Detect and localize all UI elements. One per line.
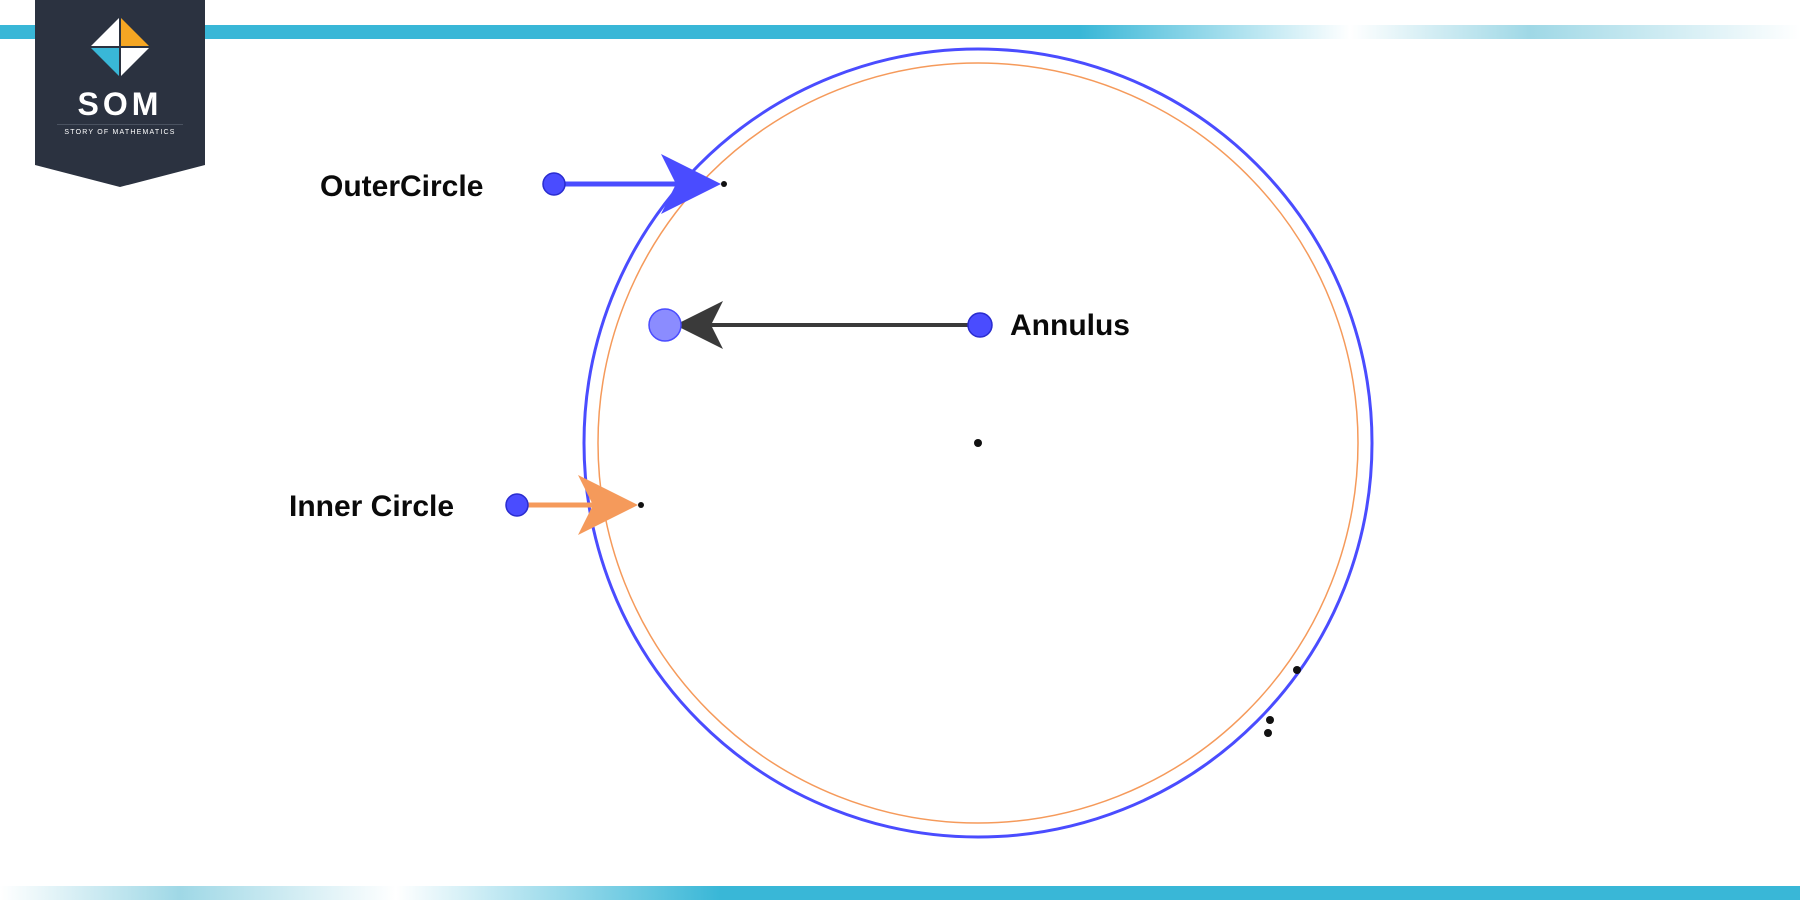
diagram-canvas [0,0,1800,900]
annulus-arrow-end-dot [649,309,681,341]
brand-badge: SOM STORY OF MATHEMATICS [35,0,205,165]
point-marker [1293,666,1301,674]
annulus-arrow-start-dot [968,313,992,337]
point-marker [1266,716,1274,724]
label-annulus: Annulus [1010,309,1130,343]
label-outer-circle: OuterCircle [320,170,483,204]
misc-dots [974,439,1301,737]
label-inner-circle: Inner Circle [289,490,454,524]
point-marker [974,439,982,447]
point-marker [1264,729,1272,737]
inner-arrow-end-dot [638,502,644,508]
brand-tagline: STORY OF MATHEMATICS [57,124,183,136]
outer-arrow-start-dot [543,173,565,195]
brand-mark-icon [91,18,149,76]
brand-name: SOM [35,86,205,123]
outer-arrow-end-dot [721,181,727,187]
inner-arrow-start-dot [506,494,528,516]
